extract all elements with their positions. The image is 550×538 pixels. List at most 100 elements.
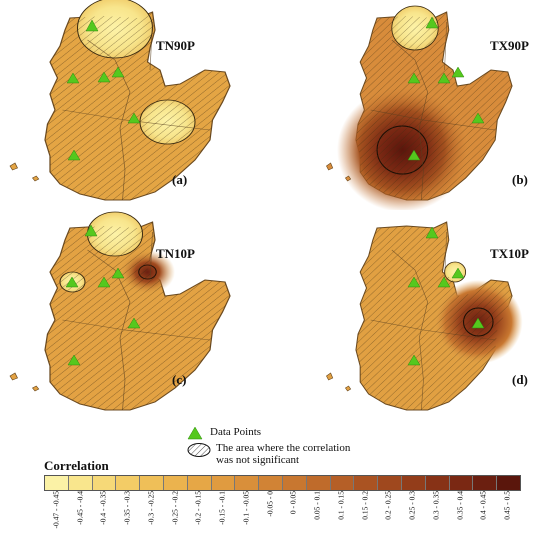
colorbar xyxy=(44,475,521,491)
data-point-marker xyxy=(437,72,451,84)
data-point-marker xyxy=(85,19,99,32)
colorbar-label: -0.35 - -0.3 xyxy=(122,491,132,525)
colorbar-swatch xyxy=(378,476,402,490)
colorbar-swatch xyxy=(259,476,283,490)
colorbar-label: 0.2 - 0.25 xyxy=(383,491,393,520)
data-point-marker xyxy=(65,276,79,288)
colorbar-label: -0.25 - -0.2 xyxy=(170,491,180,525)
triangle-icon xyxy=(187,426,203,440)
colorbar-label: -0.05 - 0 xyxy=(265,491,275,517)
colorbar-label-cell: 0.1 - 0.15 xyxy=(329,491,353,537)
colorbar-label-cell: -0.1 - -0.05 xyxy=(234,491,258,537)
panel-d-tx10p: TX10P (d) xyxy=(326,221,529,411)
colorbar-label-cell: -0.3 - -0.25 xyxy=(139,491,163,537)
data-point-marker xyxy=(407,149,421,161)
panel-b-tx90p: TX90P (b) xyxy=(326,5,529,210)
panel-label: (a) xyxy=(172,172,187,187)
data-point-marker xyxy=(67,354,81,366)
legend-data-points-label: Data Points xyxy=(210,426,262,438)
data-point-marker xyxy=(471,317,485,329)
colorbar-label: -0.47 - -0.45 xyxy=(51,491,61,529)
panel-label: (c) xyxy=(172,372,186,387)
colorbar-label-cell: -0.25 - -0.2 xyxy=(163,491,187,537)
legend-not-significant: The area where the correlation was not s… xyxy=(186,442,350,466)
colorbar-label: 0.45 - 0.5 xyxy=(502,491,512,520)
colorbar-label-cell: 0.4 - 0.45 xyxy=(472,491,496,537)
data-point-marker xyxy=(425,16,439,29)
panel-c-tn10p: TN10P (c) xyxy=(9,211,231,411)
data-point-marker xyxy=(407,72,421,84)
colorbar-label-cell: 0.2 - 0.25 xyxy=(377,491,401,537)
colorbar-label-cell: -0.35 - -0.3 xyxy=(115,491,139,537)
hatched-area-icon xyxy=(187,443,211,457)
data-point-marker xyxy=(111,66,125,78)
panel-label: (b) xyxy=(512,172,528,187)
colorbar-label: -0.1 - -0.05 xyxy=(241,491,251,525)
data-point-marker xyxy=(97,276,111,288)
colorbar-label-cell: 0.15 - 0.2 xyxy=(353,491,377,537)
data-point-marker xyxy=(84,224,98,237)
data-point-marker xyxy=(127,112,141,124)
colorbar-swatch xyxy=(187,476,212,490)
colorbar-swatch xyxy=(116,476,141,490)
colorbar-swatch xyxy=(211,476,236,490)
colorbar-label-cell: 0 - 0.05 xyxy=(282,491,306,537)
colorbar-label: 0.35 - 0.4 xyxy=(455,491,465,520)
colorbar-label-cell: -0.05 - 0 xyxy=(258,491,282,537)
colorbar-swatch xyxy=(425,476,450,490)
data-point-marker xyxy=(407,354,421,366)
colorbar-label-cell: -0.2 - -0.15 xyxy=(187,491,211,537)
colorbar-label: -0.2 - -0.15 xyxy=(193,491,203,525)
colorbar-label-cell: 0.45 - 0.5 xyxy=(495,491,519,537)
colorbar-label-cell: 0.35 - 0.4 xyxy=(448,491,472,537)
colorbar-swatch xyxy=(92,476,117,490)
panel-title: TN10P xyxy=(156,246,195,261)
colorbar-swatch xyxy=(306,476,331,490)
colorbar-swatch xyxy=(401,476,426,490)
colorbar-labels: -0.47 - -0.45 -0.45 - -0.4 -0.4 - -0.35 -0.… xyxy=(44,491,519,537)
colorbar-label: 0.05 - 0.1 xyxy=(312,491,322,520)
data-point-marker xyxy=(111,267,125,279)
colorbar-swatch xyxy=(45,476,69,490)
colorbar-label-cell: -0.15 - -0.1 xyxy=(210,491,234,537)
colorbar-swatch xyxy=(140,476,164,490)
colorbar-label: 0.25 - 0.3 xyxy=(407,491,417,520)
data-point-marker xyxy=(451,66,465,78)
colorbar-label: 0.1 - 0.15 xyxy=(336,491,346,520)
colorbar-label-cell: 0.25 - 0.3 xyxy=(400,491,424,537)
data-point-marker xyxy=(471,112,485,124)
map-figure: TN90P (a) TX90P (b) xyxy=(9,0,529,411)
panel-a-tn90p: TN90P (a) xyxy=(9,0,231,201)
data-point-marker xyxy=(437,276,451,288)
colorbar-label: 0.3 - 0.35 xyxy=(431,491,441,520)
colorbar-swatch xyxy=(330,476,355,490)
colorbar-swatch xyxy=(354,476,379,490)
colorbar-label: 0.15 - 0.2 xyxy=(360,491,370,520)
data-point-marker xyxy=(67,149,81,161)
colorbar-label: -0.4 - -0.35 xyxy=(98,491,108,525)
panel-title: TN90P xyxy=(156,38,195,53)
data-point-marker xyxy=(66,72,80,84)
colorbar-swatch xyxy=(68,476,93,490)
panel-title: TX90P xyxy=(490,38,529,53)
colorbar-swatch xyxy=(449,476,474,490)
data-point-marker xyxy=(127,317,141,329)
colorbar-label: -0.15 - -0.1 xyxy=(217,491,227,525)
colorbar-swatch xyxy=(282,476,307,490)
colorbar-label-cell: 0.05 - 0.1 xyxy=(305,491,329,537)
colorbar-label-cell: 0.3 - 0.35 xyxy=(424,491,448,537)
colorbar-label-cell: -0.45 - -0.4 xyxy=(68,491,92,537)
legend-key: Data Points The area where the correlati… xyxy=(186,426,386,470)
data-point-marker xyxy=(407,276,421,288)
colorbar-label: -0.45 - -0.4 xyxy=(75,491,85,525)
colorbar-swatch xyxy=(163,476,188,490)
legend-data-points: Data Points xyxy=(186,426,261,440)
data-point-marker xyxy=(451,267,465,279)
data-point-marker xyxy=(425,226,439,239)
legend-not-significant-line1: The area where the correlation xyxy=(216,442,351,454)
colorbar-label: 0.4 - 0.45 xyxy=(478,491,488,520)
data-point-marker xyxy=(97,71,111,83)
colorbar-label-cell: -0.4 - -0.35 xyxy=(92,491,116,537)
colorbar-swatch xyxy=(497,476,520,490)
legend-not-significant-line2: was not significant xyxy=(216,454,300,466)
